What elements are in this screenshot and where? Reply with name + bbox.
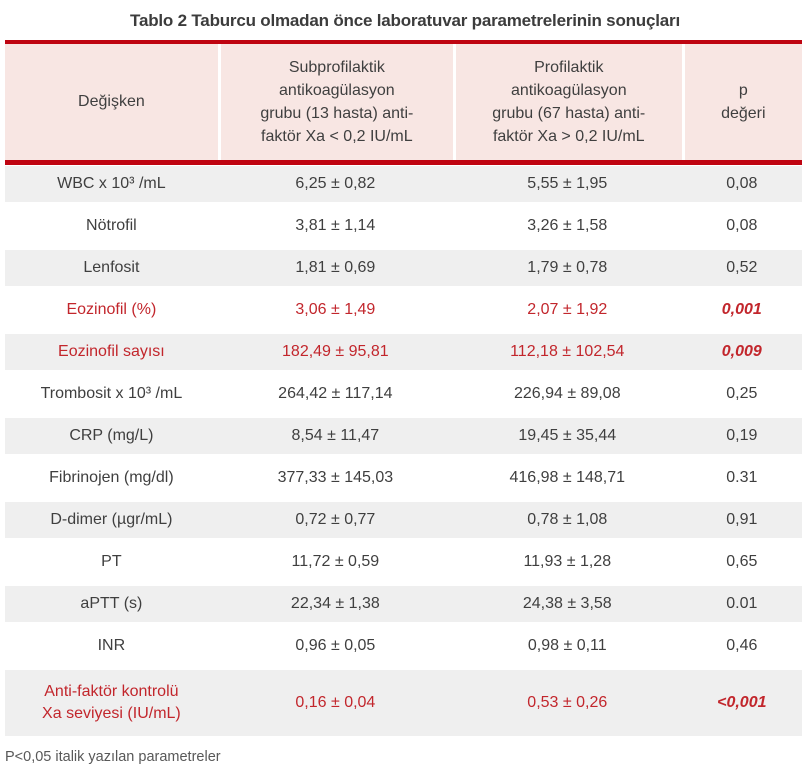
prophylactic-value: 3,26 ± 1,58: [527, 217, 608, 235]
row-label: Lenfosit: [83, 259, 140, 277]
subprophylactic-value: 0,96 ± 0,05: [295, 637, 376, 655]
p-value: 0,08: [726, 175, 758, 193]
p-value: 0,08: [726, 217, 758, 235]
prophylactic-value: 2,07 ± 1,92: [527, 301, 608, 319]
prophylactic-value: 24,38 ± 3,58: [522, 595, 612, 613]
prophylactic-value: 1,79 ± 0,78: [527, 259, 608, 277]
column-header-prophylactic: Profilaktik antikoagülasyon grubu (67 ha…: [452, 44, 682, 160]
p-value: 0,46: [726, 637, 758, 655]
prophylactic-value: 0,78 ± 1,08: [527, 511, 608, 529]
subprophylactic-value: 11,72 ± 0,59: [291, 553, 380, 571]
row-label: Anti-faktör kontrolü Xa seviyesi (IU/mL): [42, 683, 181, 722]
subprophylactic-value: 3,81 ± 1,14: [295, 217, 376, 235]
subprophylactic-value: 1,81 ± 0,69: [295, 259, 376, 277]
prophylactic-value: 416,98 ± 148,71: [509, 469, 626, 487]
p-value: 0,001: [721, 301, 762, 319]
table-row-trombosit: Trombosit x 10³ /mL 264,42 ± 117,14 226,…: [5, 376, 802, 412]
table-title: Tablo 2 Taburcu olmadan önce laboratuvar…: [130, 11, 680, 30]
table-row-lenfosit: Lenfosit 1,81 ± 0,69 1,79 ± 0,78 0,52: [5, 250, 802, 286]
table-row-fibrinojen: Fibrinojen (mg/dl) 377,33 ± 145,03 416,9…: [5, 460, 802, 496]
p-value: <0,001: [717, 694, 767, 712]
prophylactic-value: 0,98 ± 0,11: [527, 637, 607, 655]
subprophylactic-value: 22,34 ± 1,38: [290, 595, 380, 613]
prophylactic-value: 112,18 ± 102,54: [510, 343, 625, 361]
row-label: D-dimer (µgr/mL): [50, 511, 173, 529]
p-value: 0,19: [726, 427, 758, 445]
subprophylactic-value: 0,72 ± 0,77: [295, 511, 376, 529]
column-header-p-value: p değeri: [681, 44, 802, 160]
table-row-d-dimer: D-dimer (µgr/mL) 0,72 ± 0,77 0,78 ± 1,08…: [5, 502, 802, 538]
table-row-aptt: aPTT (s) 22,34 ± 1,38 24,38 ± 3,58 0.01: [5, 586, 802, 622]
prophylactic-value: 19,45 ± 35,44: [518, 427, 617, 445]
p-value: 0,009: [721, 343, 762, 361]
row-label: INR: [97, 637, 126, 655]
subprophylactic-value: 264,42 ± 117,14: [278, 385, 393, 403]
table-row-wbc: WBC x 10³ /mL 6,25 ± 0,82 5,55 ± 1,95 0,…: [5, 166, 802, 202]
table-row-pt: PT 11,72 ± 0,59 11,93 ± 1,28 0,65: [5, 544, 802, 580]
subprophylactic-value: 3,06 ± 1,49: [295, 301, 376, 319]
table-row-inr: INR 0,96 ± 0,05 0,98 ± 0,11 0,46: [5, 628, 802, 664]
row-label: Fibrinojen (mg/dl): [49, 469, 174, 487]
p-value: 0,52: [726, 259, 758, 277]
column-header-subprophylactic: Subprofilaktik antikoagülasyon grubu (13…: [217, 44, 453, 160]
p-value: 0,25: [726, 385, 758, 403]
table-row-eozinofil-sayisi: Eozinofil sayısı 182,49 ± 95,81 112,18 ±…: [5, 334, 802, 370]
prophylactic-value: 226,94 ± 89,08: [513, 385, 621, 403]
subprophylactic-value: 377,33 ± 145,03: [277, 469, 394, 487]
table-header-row: Değişken Subprofilaktik antikoagülasyon …: [5, 40, 802, 165]
row-label: Trombosit x 10³ /mL: [40, 385, 183, 403]
p-value: 0.31: [726, 469, 758, 487]
prophylactic-value: 0,53 ± 0,26: [527, 694, 608, 712]
table-row-notrofil: Nötrofil 3,81 ± 1,14 3,26 ± 1,58 0,08: [5, 208, 802, 244]
column-header-variable: Değişken: [78, 93, 145, 111]
row-label: PT: [101, 553, 122, 571]
table-footnote: P<0,05 italik yazılan parametreler: [5, 749, 221, 765]
lab-results-table: Değişken Subprofilaktik antikoagülasyon …: [5, 40, 802, 736]
prophylactic-value: 5,55 ± 1,95: [527, 175, 608, 193]
p-value: 0,65: [726, 553, 758, 571]
p-value: 0,91: [726, 511, 758, 529]
table-body: WBC x 10³ /mL 6,25 ± 0,82 5,55 ± 1,95 0,…: [5, 165, 802, 736]
subprophylactic-value: 0,16 ± 0,04: [295, 694, 376, 712]
row-label: Nötrofil: [86, 217, 137, 235]
p-value: 0.01: [726, 595, 758, 613]
row-label: Eozinofil (%): [66, 301, 157, 319]
subprophylactic-value: 8,54 ± 11,47: [291, 427, 380, 445]
row-label: CRP (mg/L): [69, 427, 154, 445]
subprophylactic-value: 6,25 ± 0,82: [295, 175, 376, 193]
prophylactic-value: 11,93 ± 1,28: [523, 553, 612, 571]
row-label: WBC x 10³ /mL: [57, 175, 166, 193]
table-row-anti-faktor-xa: Anti-faktör kontrolü Xa seviyesi (IU/mL)…: [5, 670, 802, 736]
row-label: Eozinofil sayısı: [58, 343, 165, 361]
row-label: aPTT (s): [80, 595, 143, 613]
table-row-crp: CRP (mg/L) 8,54 ± 11,47 19,45 ± 35,44 0,…: [5, 418, 802, 454]
subprophylactic-value: 182,49 ± 95,81: [282, 343, 389, 361]
table-row-eozinofil-pct: Eozinofil (%) 3,06 ± 1,49 2,07 ± 1,92 0,…: [5, 292, 802, 328]
